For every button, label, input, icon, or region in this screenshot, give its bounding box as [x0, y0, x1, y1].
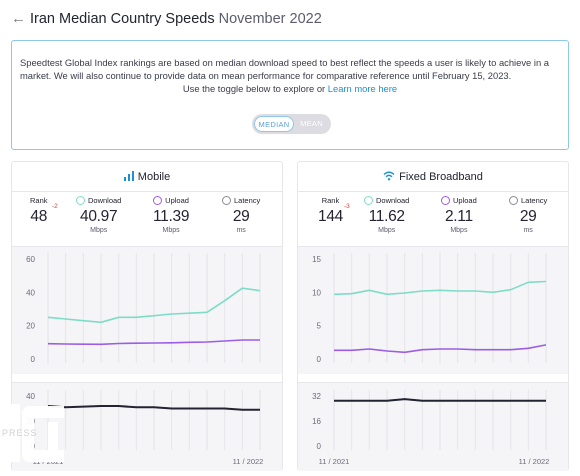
country-title: Iran Median Country Speeds — [30, 11, 215, 27]
mobile-panel-header: Mobile — [12, 162, 282, 192]
y-tick-label: 5 — [317, 322, 322, 331]
latency-icon — [222, 196, 231, 205]
download-value: 11.62 — [368, 208, 405, 225]
fixed-speed-chart: 0 5 10 15 — [298, 246, 568, 374]
signal-bars-icon — [123, 171, 134, 181]
latency-label: Latency — [234, 196, 261, 205]
y-tick-label: 0 — [31, 355, 36, 364]
svg-text:PRESS: PRESS — [2, 428, 38, 438]
toggle-mean[interactable]: MEAN — [300, 119, 323, 128]
y-tick-label: 20 — [26, 322, 35, 331]
mobile-title-text: Mobile — [137, 171, 171, 183]
mobile-rank: Rank 48 — [30, 196, 48, 226]
x-tick-label: 11 / 2022 — [519, 457, 550, 466]
upload-value: 11.39 — [153, 208, 190, 225]
mobile-download: Download 40.97 Mbps — [76, 196, 121, 234]
upload-icon — [441, 196, 450, 205]
fixed-rank: Rank 144 — [318, 196, 343, 226]
latency-icon — [509, 196, 518, 205]
rank-change: -3 — [344, 203, 350, 210]
fixed-latency: Latency 29 ms — [509, 196, 547, 234]
y-tick-label: 60 — [26, 255, 35, 264]
mobile-speed-svg: 0 20 40 60 — [26, 253, 261, 364]
fixed-broadband-panel: Fixed Broadband Rank 144 -3 Download 11.… — [297, 161, 569, 471]
watermark-logo: PRESS — [2, 404, 64, 462]
month-label: November 2022 — [218, 11, 322, 27]
latency-value: 29 — [232, 208, 250, 225]
series-line-download — [333, 280, 547, 296]
download-label: Download — [88, 196, 122, 205]
fixed-download: Download 11.62 Mbps — [364, 196, 409, 234]
upload-unit: Mbps — [450, 227, 468, 234]
arrow-left-icon[interactable]: ← — [11, 10, 26, 27]
mobile-speed-chart: 0 20 40 60 — [12, 246, 282, 374]
y-tick-label: 0 — [317, 355, 322, 364]
latency-label: Latency — [521, 196, 548, 205]
wifi-icon — [383, 171, 395, 181]
fixed-panel-header: Fixed Broadband — [298, 162, 568, 192]
fixed-upload: Upload 2.11 Mbps — [441, 196, 477, 234]
series-line-latency — [334, 398, 546, 402]
fixed-title: Fixed Broadband — [298, 171, 568, 183]
x-tick-label: 11 / 2022 — [233, 457, 264, 466]
y-tick-label: 0 — [317, 442, 322, 451]
series-line-latency — [47, 405, 260, 411]
rank-change: -2 — [52, 203, 58, 210]
series-line-upload — [334, 344, 547, 354]
y-tick-label: 10 — [312, 288, 321, 297]
download-label: Download — [376, 196, 410, 205]
info-line-3: Use the toggle below to explore or Learn… — [20, 82, 560, 95]
y-tick-label: 40 — [26, 392, 35, 401]
x-tick-label: 11 / 2021 — [319, 457, 350, 466]
download-icon — [76, 196, 85, 205]
upload-icon — [153, 196, 163, 205]
y-tick-label: 40 — [26, 288, 35, 297]
fixed-latency-svg: 0 16 32 11 / 2021 11 / 2022 — [312, 390, 550, 466]
rank-value: 48 — [30, 208, 48, 225]
rank-label: Rank — [321, 196, 340, 205]
mobile-panel: Mobile Rank 48 -2 Download 40.97 Mbps Up… — [11, 161, 283, 471]
fixed-speed-svg: 0 5 10 15 — [312, 253, 547, 364]
mobile-latency: Latency 29 ms — [222, 196, 260, 234]
toggle-median[interactable]: MEDIAN — [254, 116, 294, 132]
fixed-latency-chart: 0 16 32 11 / 2021 11 / 2022 — [298, 382, 568, 471]
rank-label: Rank — [30, 196, 48, 205]
upload-label: Upload — [165, 196, 189, 205]
mobile-metrics: Rank 48 -2 Download 40.97 Mbps Upload 11… — [12, 192, 282, 244]
info-line-3-text: Use the toggle below to explore or — [182, 83, 328, 95]
y-tick-label: 15 — [312, 255, 321, 264]
page-title: Iran Median Country Speeds November 2022 — [30, 11, 322, 27]
latency-unit: ms — [523, 227, 533, 234]
fixed-metrics: Rank 144 -3 Download 11.62 Mbps Upload 2… — [298, 192, 568, 244]
latency-unit: ms — [236, 227, 246, 234]
upload-label: Upload — [453, 196, 477, 205]
download-unit: Mbps — [378, 227, 396, 234]
info-line-2: in a market. We will also continue to pr… — [20, 57, 549, 82]
mobile-upload: Upload 11.39 Mbps — [153, 196, 189, 234]
download-icon — [364, 196, 373, 205]
y-tick-label: 32 — [312, 392, 321, 401]
latency-value: 29 — [519, 208, 537, 225]
upload-value: 2.11 — [444, 208, 473, 225]
series-line-upload — [47, 339, 260, 346]
median-mean-toggle[interactable]: MEDIAN MEAN — [252, 114, 331, 134]
info-text: Speedtest Global Index rankings are base… — [20, 56, 560, 96]
info-line-1: Speedtest Global Index rankings are base… — [20, 57, 532, 68]
page-header: ← Iran Median Country Speeds November 20… — [0, 0, 580, 40]
mobile-title: Mobile — [12, 171, 282, 183]
learn-more-link[interactable]: Learn more here — [327, 83, 398, 95]
info-box: Speedtest Global Index rankings are base… — [11, 40, 569, 150]
download-value: 40.97 — [80, 208, 118, 225]
rank-value: 144 — [318, 208, 343, 225]
fixed-title-text: Fixed Broadband — [399, 171, 483, 183]
series-line-download — [47, 287, 261, 324]
upload-unit: Mbps — [162, 227, 180, 234]
y-tick-label: 16 — [312, 417, 321, 426]
download-unit: Mbps — [90, 227, 108, 234]
